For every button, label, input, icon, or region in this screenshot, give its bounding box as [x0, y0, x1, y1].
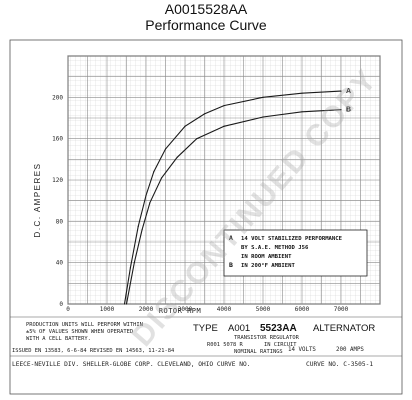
x-tick-label: 7000: [334, 306, 349, 313]
y-tick-label: 80: [56, 218, 64, 225]
data-point-a: [223, 105, 225, 107]
data-point-a: [340, 90, 342, 92]
data-point-b: [301, 111, 303, 113]
y-tick-label: 120: [52, 177, 63, 184]
data-point-b: [161, 177, 163, 179]
series-line-a: [123, 90, 342, 305]
legend-b-line-1: IN 200°F AMBIENT: [241, 263, 296, 269]
product-name: ALTERNATOR: [313, 323, 375, 334]
x-tick-label: 3000: [178, 306, 193, 313]
data-point-a: [123, 303, 126, 305]
data-point-a: [301, 92, 303, 94]
data-point-a: [145, 194, 147, 197]
x-tick-label: 6000: [295, 306, 310, 313]
data-point-a: [129, 267, 131, 269]
y-tick-label: 200: [52, 94, 63, 101]
data-point-a: [203, 113, 206, 115]
x-tick-label: 4000: [217, 306, 232, 313]
production-note-line-2: ±5% OF VALUES SHOWN WHEN OPERATED: [26, 329, 133, 335]
y-tick-label: 40: [56, 260, 64, 267]
data-point-a: [153, 171, 155, 173]
x-tick-label: 2000: [139, 306, 154, 313]
company-line: LEECE-NEVILLE DIV. SHELLER-GLOBE CORP. C…: [12, 361, 250, 368]
model-number: 5523AA: [260, 323, 297, 334]
data-point-b: [133, 262, 135, 264]
data-point-b: [149, 202, 151, 204]
x-tick-label: 0: [66, 306, 70, 313]
data-point-b: [125, 303, 128, 305]
nominal-ratings-label: NOMINAL RATINGS: [234, 349, 283, 355]
data-point-a: [262, 96, 264, 98]
axis-ticks: 0 1000 2000 3000 4000 5000 6000 7000 0 40 80 120 160…: [52, 94, 348, 313]
amps-rating: 200 AMPS: [336, 347, 364, 353]
data-point-b: [223, 125, 225, 127]
series-end-label: B: [346, 107, 351, 114]
regulator-model: R001 5078 R: [207, 342, 243, 348]
curve-number: CURVE NO. C-3505-1: [306, 361, 373, 368]
data-point-b: [262, 116, 264, 118]
data-point-b: [196, 138, 198, 140]
regulator-label: TRANSISTOR REGULATOR: [234, 335, 300, 341]
y-tick-label: 160: [52, 136, 63, 143]
legend-box: A 14 VOLT STABILIZED PERFORMANCE BY S.A.…: [223, 229, 368, 277]
volts-rating: 14 VOLTS: [288, 347, 316, 353]
legend-key-a: A: [229, 234, 233, 242]
production-note-line-1: PRODUCTION UNITS WILL PERFORM WITHIN: [26, 322, 143, 328]
y-tick-label: 0: [59, 301, 63, 308]
in-circuit-label: IN CIRCUIT: [264, 342, 297, 348]
legend-key-b: B: [229, 261, 233, 269]
data-point-b: [176, 156, 178, 158]
legend-a-line-2: BY S.A.E. METHOD J56: [241, 245, 309, 251]
legend-a-line-1: 14 VOLT STABILIZED PERFORMANCE: [241, 236, 342, 242]
data-point-a: [164, 148, 167, 150]
x-tick-label: 1000: [100, 306, 115, 313]
type-code: A001: [228, 323, 250, 334]
data-point-a: [184, 125, 186, 127]
x-axis-title: ROTOR RPM: [159, 307, 201, 315]
x-tick-label: 5000: [256, 306, 271, 313]
issued-line: ISSUED EN 13583, 6-6-84 REVISED EN 14563…: [12, 348, 174, 354]
page-subtitle: Performance Curve: [145, 17, 267, 33]
data-point-b: [141, 229, 143, 231]
production-note-line-3: WITH A CELL BATTERY.: [26, 336, 91, 342]
series-end-label: A: [346, 88, 351, 95]
data-point-b: [340, 109, 342, 111]
y-axis-title: D.C. AMPERES: [33, 163, 42, 238]
data-point-a: [137, 225, 139, 228]
series-group: AB: [123, 88, 351, 305]
legend-a-line-3: IN ROOM AMBIENT: [241, 254, 292, 260]
part-number-heading: A0015528AA: [164, 1, 248, 17]
type-prefix: TYPE: [193, 323, 218, 334]
